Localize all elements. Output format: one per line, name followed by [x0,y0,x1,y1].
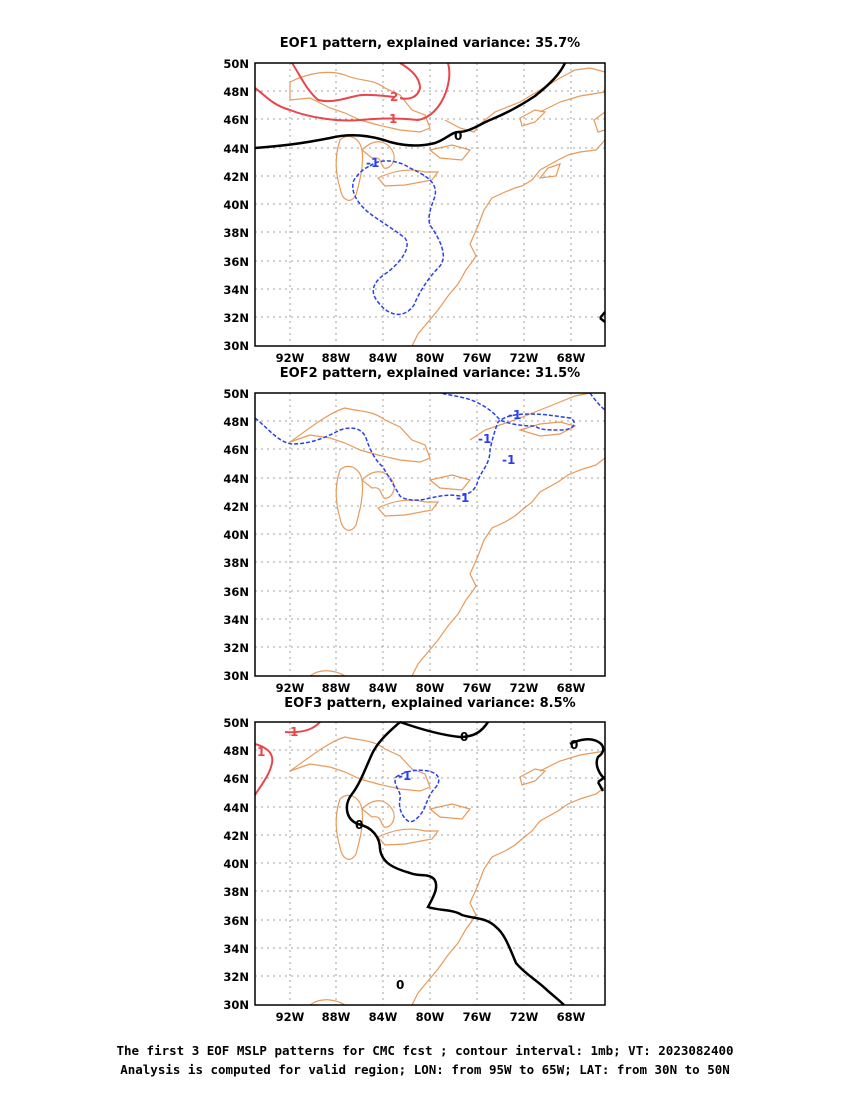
contour-label: 1 [257,745,265,759]
panel3-contours [254,720,606,1006]
svg-text:48N: 48N [223,85,249,99]
svg-text:68W: 68W [557,1010,586,1024]
svg-text:84W: 84W [369,681,398,695]
svg-text:80W: 80W [416,681,445,695]
contour-label: -1 [398,769,411,783]
panel3-grid [255,722,605,1005]
svg-text:72W: 72W [510,1010,539,1024]
panel1-map: 2 1 0 -1 50N 48N 46N 44N 42N 40N 38N 36N… [223,57,606,365]
svg-text:50N: 50N [223,387,249,401]
svg-text:76W: 76W [463,351,492,365]
panel1-contours [254,62,606,323]
panel1-y-ticks: 50N 48N 46N 44N 42N 40N 38N 36N 34N 32N … [223,57,249,353]
panel3-frame [254,721,606,1006]
caption-line-2: Analysis is computed for valid region; L… [120,1062,730,1077]
panel3-contour-labels: 1 1 0 0 0 0 -1 [257,725,578,992]
contour-label: 0 [570,738,578,752]
panel2-contour-labels: -1 -1 -1 -1 [456,408,521,505]
svg-text:50N: 50N [223,716,249,730]
svg-text:38N: 38N [223,556,249,570]
svg-text:46N: 46N [223,113,249,127]
contour-label: 0 [460,730,468,744]
svg-text:38N: 38N [223,226,249,240]
svg-text:68W: 68W [557,351,586,365]
svg-text:42N: 42N [223,500,249,514]
svg-text:72W: 72W [510,681,539,695]
svg-text:72W: 72W [510,351,539,365]
panel3-y-ticks: 50N 48N 46N 44N 42N 40N 38N 36N 34N 32N … [223,716,249,1012]
svg-text:68W: 68W [557,681,586,695]
svg-text:76W: 76W [463,1010,492,1024]
panel2-coastlines [289,392,606,677]
svg-text:46N: 46N [223,443,249,457]
svg-text:50N: 50N [223,57,249,71]
svg-text:88W: 88W [322,681,351,695]
contour-label: 0 [355,818,363,832]
svg-text:80W: 80W [416,351,445,365]
panel1-x-ticks: 92W 88W 84W 80W 76W 72W 68W [276,351,586,365]
svg-text:46N: 46N [223,772,249,786]
svg-text:48N: 48N [223,744,249,758]
contour-label: -1 [456,491,469,505]
panel2-y-ticks: 50N 48N 46N 44N 42N 40N 38N 36N 34N 32N … [223,387,249,683]
contour-label: -1 [508,408,521,422]
svg-text:44N: 44N [223,801,249,815]
panel3-title: EOF3 pattern, explained variance: 8.5% [284,696,576,711]
svg-text:34N: 34N [223,283,249,297]
svg-text:34N: 34N [223,613,249,627]
svg-text:76W: 76W [463,681,492,695]
panel3-x-ticks: 92W 88W 84W 80W 76W 72W 68W [276,1010,586,1024]
svg-text:44N: 44N [223,472,249,486]
contour-label: 1 [389,112,397,126]
panel2-x-ticks: 92W 88W 84W 80W 76W 72W 68W [276,681,586,695]
svg-text:92W: 92W [276,351,305,365]
panel3-coastlines [289,736,606,1006]
caption-line-1: The first 3 EOF MSLP patterns for CMC fc… [116,1043,734,1058]
svg-text:32N: 32N [223,970,249,984]
contour-label: 2 [390,90,398,104]
panel2-map: -1 -1 -1 -1 50N 48N 46N 44N 42N 40N 38N … [223,387,606,695]
panel1-title: EOF1 pattern, explained variance: 35.7% [279,36,581,51]
panel1-frame [254,62,606,347]
svg-text:34N: 34N [223,942,249,956]
svg-text:92W: 92W [276,1010,305,1024]
panel1-grid [255,63,605,346]
svg-text:42N: 42N [223,170,249,184]
panel1-contour-labels: 2 1 0 -1 [366,90,462,170]
svg-text:40N: 40N [223,528,249,542]
svg-text:84W: 84W [369,351,398,365]
svg-text:32N: 32N [223,641,249,655]
contour-label: -1 [502,453,515,467]
svg-text:40N: 40N [223,198,249,212]
panel2-contours [254,392,606,501]
panel3-map: 1 1 0 0 0 0 -1 50N 48N 46N 44N 42N 40N 3… [223,716,606,1024]
svg-text:30N: 30N [223,998,249,1012]
svg-text:40N: 40N [223,857,249,871]
svg-text:42N: 42N [223,829,249,843]
panel1-coastlines [289,67,606,347]
panel2-grid [255,393,605,676]
svg-text:88W: 88W [322,351,351,365]
svg-text:30N: 30N [223,669,249,683]
svg-text:44N: 44N [223,142,249,156]
panel2-title: EOF2 pattern, explained variance: 31.5% [279,366,581,381]
svg-text:48N: 48N [223,415,249,429]
svg-text:36N: 36N [223,255,249,269]
contour-label: 0 [454,129,462,143]
svg-text:36N: 36N [223,585,249,599]
contour-label: 1 [290,725,298,739]
contour-label: -1 [366,156,379,170]
svg-text:36N: 36N [223,914,249,928]
svg-text:30N: 30N [223,339,249,353]
svg-text:38N: 38N [223,885,249,899]
svg-text:80W: 80W [416,1010,445,1024]
panel2-frame [254,392,606,677]
svg-text:88W: 88W [322,1010,351,1024]
svg-text:92W: 92W [276,681,305,695]
svg-text:32N: 32N [223,311,249,325]
contour-label: -1 [478,432,491,446]
svg-text:84W: 84W [369,1010,398,1024]
contour-label: 0 [396,978,404,992]
